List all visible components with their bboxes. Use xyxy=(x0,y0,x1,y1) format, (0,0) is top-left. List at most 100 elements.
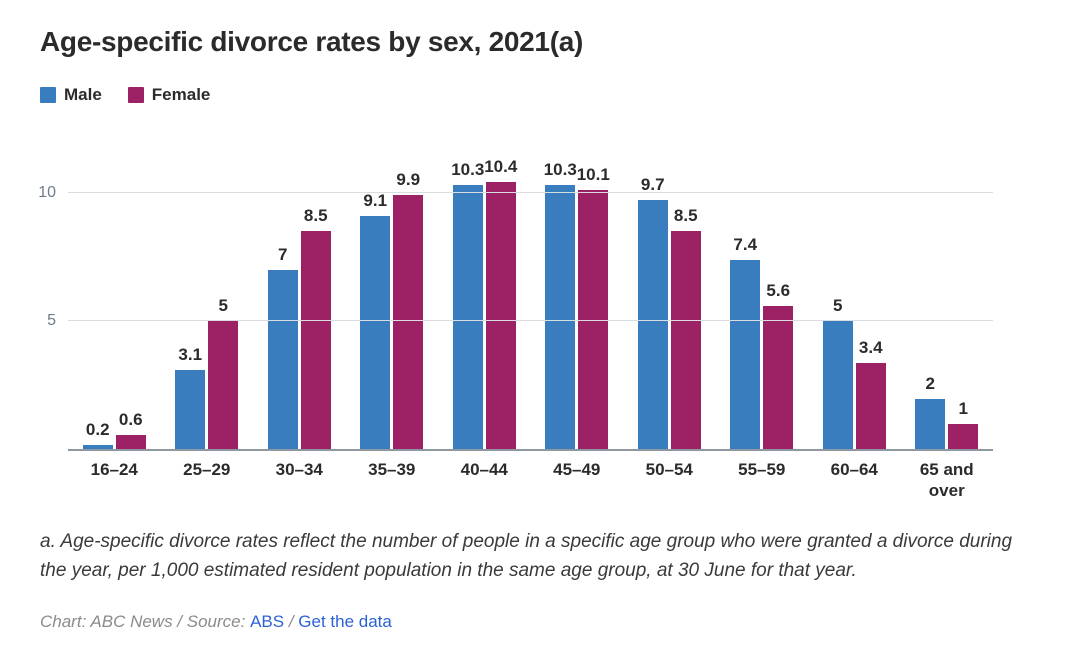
bar-column-female: 3.4 xyxy=(855,338,886,450)
value-label: 10.4 xyxy=(484,157,518,176)
y-tick-label-5: 5 xyxy=(47,312,56,330)
x-axis-label: 40–44 xyxy=(460,460,508,479)
value-label: 3.4 xyxy=(858,338,883,357)
bar-column-male: 10.3 xyxy=(544,160,577,450)
bar-column-female: 8.5 xyxy=(300,206,331,450)
source-link-abs[interactable]: ABS xyxy=(250,612,285,631)
bar-column-female: 10.4 xyxy=(484,157,517,450)
x-axis-label: 50–54 xyxy=(645,460,693,479)
bar-male xyxy=(545,185,576,450)
bar-group: 10.3 10.1 45–49 xyxy=(531,150,624,479)
bar-column-female: 5.6 xyxy=(763,281,794,450)
value-label: 10.1 xyxy=(576,165,610,184)
bar-column-female: 8.5 xyxy=(670,206,701,450)
chart-title: Age-specific divorce rates by sex, 2021(… xyxy=(40,26,584,57)
bar-male xyxy=(452,185,483,450)
x-axis-label: 65 and over xyxy=(919,460,974,501)
bar-male xyxy=(82,445,113,450)
value-label: 1 xyxy=(958,399,968,418)
bar-group: 10.3 10.4 40–44 xyxy=(438,150,531,479)
value-label: 0.6 xyxy=(118,410,143,429)
x-axis-label: 35–39 xyxy=(368,460,416,479)
legend-label-male: Male xyxy=(64,85,102,104)
y-tick-label-10: 10 xyxy=(38,183,56,201)
credit-prefix: Chart: ABC News / Source: xyxy=(40,612,251,631)
gridline-10 xyxy=(68,191,993,193)
bar-male xyxy=(267,270,298,450)
bar-groups: 0.2 0.6 16–24 3.1 5 25–29 7 8.5 30–34 9.1 9.9 35–39… xyxy=(68,150,994,500)
value-label: 0.2 xyxy=(85,420,110,439)
credit-separator: / xyxy=(284,612,299,631)
bar-column-male: 9.1 xyxy=(360,191,391,450)
legend: Male Female xyxy=(40,85,210,105)
bar-female xyxy=(485,182,516,450)
bar-female xyxy=(208,321,239,450)
bar-group: 7 8.5 30–34 xyxy=(253,150,346,479)
x-axis-label: 60–64 xyxy=(830,460,878,479)
bar-column-female: 1 xyxy=(948,399,979,450)
legend-item-female: Female xyxy=(127,85,211,105)
x-axis-label: 45–49 xyxy=(553,460,601,479)
value-label: 10.3 xyxy=(451,160,485,179)
bar-column-male: 7.4 xyxy=(730,235,761,450)
x-axis-label: 55–59 xyxy=(738,460,786,479)
bar-column-male: 3.1 xyxy=(175,345,206,450)
value-label: 8.5 xyxy=(303,206,328,225)
bar-male xyxy=(637,200,668,450)
x-axis-line xyxy=(68,449,993,451)
value-label: 5 xyxy=(218,296,228,315)
legend-label-female: Female xyxy=(151,85,211,104)
value-label: 9.7 xyxy=(640,175,665,194)
bar-male xyxy=(822,321,853,450)
bar-column-male: 7 xyxy=(267,245,298,450)
bar-column-male: 0.2 xyxy=(82,420,113,450)
legend-item-male: Male xyxy=(40,85,102,105)
bar-column-female: 0.6 xyxy=(115,410,146,450)
bar-column-female: 10.1 xyxy=(577,165,610,450)
bar-column-female: 5 xyxy=(208,296,239,450)
bar-male xyxy=(915,399,946,450)
bar-female xyxy=(763,306,794,450)
bar-group: 3.1 5 25–29 xyxy=(161,150,254,479)
bar-column-female: 9.9 xyxy=(393,170,424,450)
bar-chart-plot-area: 0.2 0.6 16–24 3.1 5 25–29 7 8.5 30–34 9.1 9.9 35–39… xyxy=(38,150,994,500)
bar-group: 5 3.4 60–64 xyxy=(808,150,901,479)
get-the-data-link[interactable]: Get the data xyxy=(298,612,392,631)
value-label: 5.6 xyxy=(766,281,791,300)
bar-group: 0.2 0.6 16–24 xyxy=(68,150,161,479)
bar-male xyxy=(360,216,391,450)
value-label: 10.3 xyxy=(543,160,577,179)
bar-group: 7.4 5.6 55–59 xyxy=(716,150,809,479)
bar-female xyxy=(948,424,979,450)
bar-female xyxy=(300,231,331,450)
value-label: 2 xyxy=(925,374,935,393)
bar-male xyxy=(730,260,761,450)
bar-column-male: 9.7 xyxy=(637,175,668,450)
value-label: 7 xyxy=(278,245,288,264)
bar-female xyxy=(855,363,886,450)
x-axis-label: 30–34 xyxy=(275,460,323,479)
female-swatch-icon xyxy=(127,87,144,103)
bar-column-male: 10.3 xyxy=(451,160,484,450)
value-label: 3.1 xyxy=(178,345,203,364)
male-swatch-icon xyxy=(40,87,56,103)
bar-column-male: 2 xyxy=(915,374,946,450)
value-label: 8.5 xyxy=(673,206,698,225)
bar-group: 9.7 8.5 50–54 xyxy=(623,150,716,479)
value-label: 7.4 xyxy=(733,235,758,254)
credit-line: Chart: ABC News / Source: ABS / Get the … xyxy=(40,612,392,632)
bar-column-male: 5 xyxy=(822,296,853,450)
bar-female xyxy=(578,190,609,450)
bar-group: 2 1 65 and over xyxy=(901,150,994,500)
bar-female xyxy=(115,435,146,450)
value-label: 5 xyxy=(833,296,843,315)
bar-male xyxy=(175,370,206,450)
bar-group: 9.1 9.9 35–39 xyxy=(346,150,439,479)
footnote: a. Age-specific divorce rates reflect th… xyxy=(40,531,1013,581)
x-axis-label: 16–24 xyxy=(90,460,138,479)
value-label: 9.1 xyxy=(363,191,388,210)
value-label: 9.9 xyxy=(396,170,421,189)
bar-female xyxy=(393,195,424,450)
gridline-5 xyxy=(68,320,993,322)
